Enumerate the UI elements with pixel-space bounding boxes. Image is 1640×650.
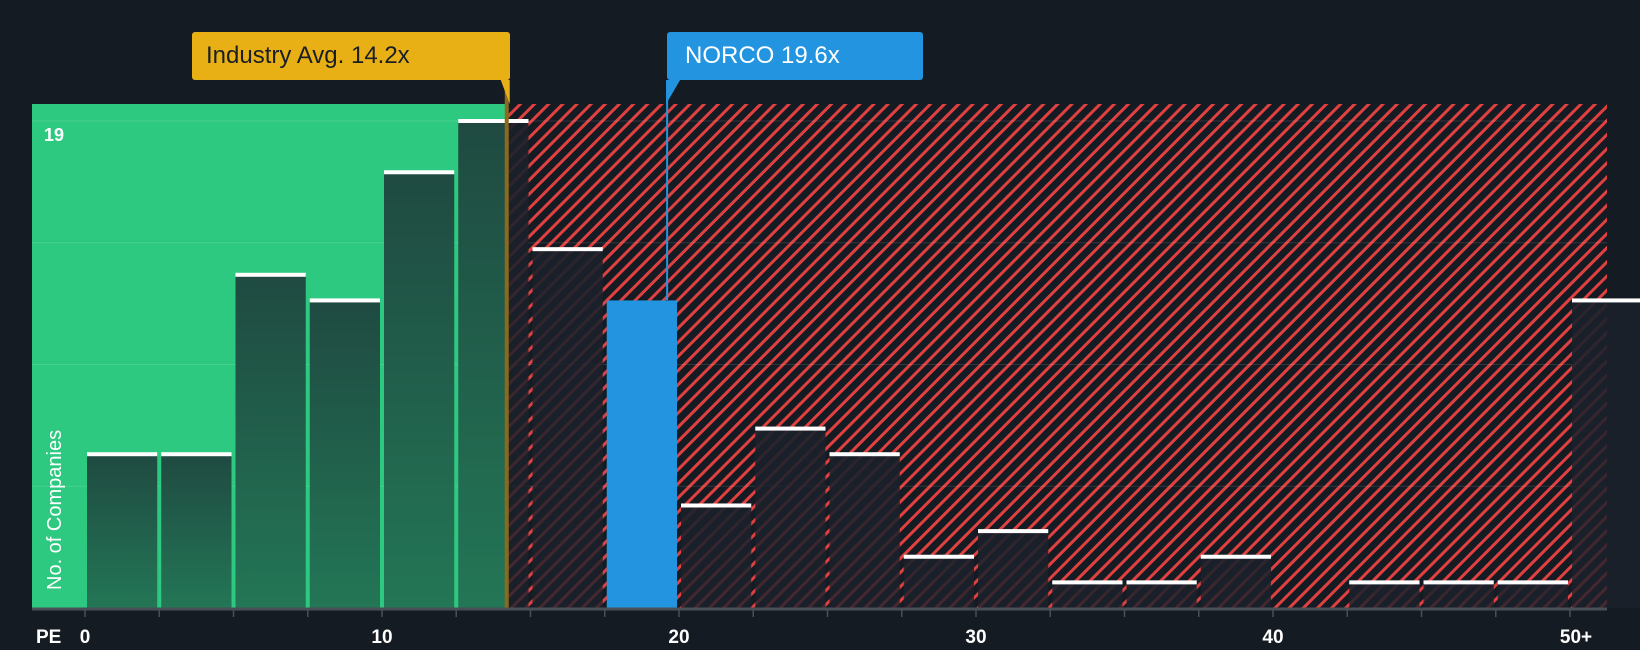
x-tick-label: 10 (371, 627, 393, 648)
histogram-bar (384, 172, 455, 608)
histogram-bar (903, 556, 974, 608)
histogram-bar (235, 274, 306, 608)
histogram-bar (458, 121, 507, 608)
bar-top-cap (829, 452, 900, 457)
y-axis-max-label: 19 (44, 125, 65, 145)
company-callout-pointer (666, 80, 681, 104)
bar-top-cap (1052, 580, 1123, 585)
histogram-bar (87, 454, 158, 608)
bar-top-cap (87, 452, 158, 457)
bar-top-cap (532, 247, 603, 252)
industry-average-callout: Industry Avg. 14.2x (192, 32, 510, 80)
histogram-bar (1349, 582, 1420, 608)
x-tick-label: 20 (668, 627, 690, 648)
industry-callout-pointer (500, 80, 510, 104)
bar-top-cap (903, 554, 974, 559)
bar-top-cap (235, 272, 306, 277)
histogram-bar (1497, 582, 1568, 608)
bar-top-cap (1349, 580, 1420, 585)
histogram-bar (1052, 582, 1123, 608)
histogram-bar (829, 454, 900, 608)
histogram-bar (681, 505, 752, 608)
x-tick-label: 0 (79, 627, 91, 648)
x-tick-label: 30 (965, 627, 987, 648)
industry-average-label: Industry Avg. 14.2x (206, 42, 410, 69)
bar-top-cap (161, 452, 232, 457)
company-pe-callout: NORCO 19.6x (667, 32, 923, 80)
histogram-bar (1126, 582, 1197, 608)
histogram-bar (1572, 300, 1640, 608)
histogram-bar (506, 121, 529, 608)
histogram-bar (1200, 556, 1271, 608)
bar-top-cap (978, 529, 1049, 534)
x-tick-label: 40 (1262, 627, 1284, 648)
histogram-bar (161, 454, 232, 608)
histogram-bar (755, 428, 826, 608)
bar-top-cap (755, 426, 826, 431)
bar-top-cap (1423, 580, 1494, 585)
histogram-bar (978, 531, 1049, 608)
bar-top-cap (458, 119, 529, 123)
x-tick-label: 50+ (1559, 627, 1593, 648)
bar-top-cap (681, 503, 752, 508)
highlighted-company-bar (606, 300, 677, 608)
histogram-bar (309, 300, 380, 608)
histogram-bar (1423, 582, 1494, 608)
bar-top-cap (1200, 554, 1271, 559)
x-axis-prefix: PE (36, 627, 62, 648)
bar-top-cap (1572, 298, 1640, 303)
histogram-bar (532, 249, 603, 608)
company-pe-label: NORCO 19.6x (685, 42, 840, 69)
bar-top-cap (1497, 580, 1568, 585)
bar-top-cap (309, 298, 380, 303)
bar-top-cap (1126, 580, 1197, 585)
bar-top-cap (384, 170, 455, 175)
